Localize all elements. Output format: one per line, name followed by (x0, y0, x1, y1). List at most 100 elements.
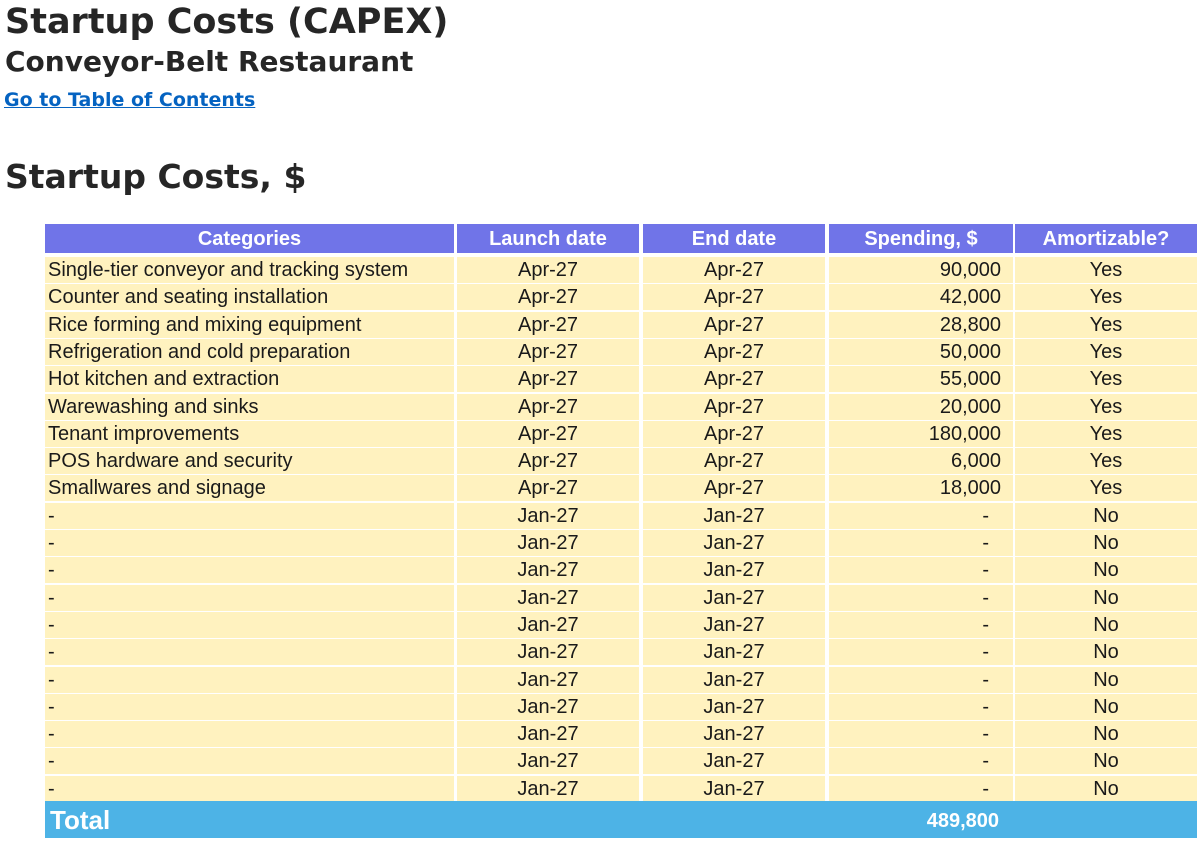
cell-category[interactable]: - (45, 557, 454, 584)
cell-amortizable[interactable]: No (1015, 502, 1197, 529)
cell-launch-date[interactable]: Jan-27 (457, 666, 639, 693)
cell-launch-date[interactable]: Jan-27 (457, 693, 639, 720)
cell-category[interactable]: - (45, 584, 454, 611)
cell-amortizable[interactable]: No (1015, 666, 1197, 693)
cell-end-date[interactable]: Jan-27 (643, 748, 825, 775)
cell-end-date[interactable]: Jan-27 (643, 530, 825, 556)
cell-end-date[interactable]: Jan-27 (643, 666, 825, 693)
cell-launch-date[interactable]: Apr-27 (457, 420, 639, 447)
cell-amortizable[interactable]: No (1015, 775, 1197, 802)
cell-category[interactable]: Smallwares and signage (45, 475, 454, 502)
cell-end-date[interactable]: Jan-27 (643, 721, 825, 748)
cell-launch-date[interactable]: Jan-27 (457, 611, 639, 638)
cell-amortizable[interactable]: Yes (1015, 420, 1197, 447)
cell-spending[interactable]: 20,000 (829, 393, 1013, 420)
cell-launch-date[interactable]: Jan-27 (457, 721, 639, 748)
cell-category[interactable]: Tenant improvements (45, 420, 454, 447)
cell-category[interactable]: Refrigeration and cold preparation (45, 338, 454, 365)
cell-end-date[interactable]: Jan-27 (643, 557, 825, 584)
cell-amortizable[interactable]: Yes (1015, 366, 1197, 393)
cell-amortizable[interactable]: No (1015, 748, 1197, 775)
cell-amortizable[interactable]: Yes (1015, 311, 1197, 338)
cell-end-date[interactable]: Apr-27 (643, 393, 825, 420)
cell-spending[interactable]: - (829, 639, 1013, 666)
cell-category[interactable]: - (45, 639, 454, 666)
cell-amortizable[interactable]: Yes (1015, 338, 1197, 365)
cell-launch-date[interactable]: Apr-27 (457, 393, 639, 420)
cell-launch-date[interactable]: Jan-27 (457, 748, 639, 775)
cell-amortizable[interactable]: No (1015, 557, 1197, 584)
cell-category[interactable]: Warewashing and sinks (45, 393, 454, 420)
cell-spending[interactable]: - (829, 557, 1013, 584)
cell-spending[interactable]: 180,000 (829, 420, 1013, 447)
cell-amortizable[interactable]: No (1015, 530, 1197, 556)
cell-amortizable[interactable]: No (1015, 639, 1197, 666)
cell-launch-date[interactable]: Apr-27 (457, 366, 639, 393)
cell-amortizable[interactable]: No (1015, 721, 1197, 748)
cell-launch-date[interactable]: Jan-27 (457, 639, 639, 666)
cell-category[interactable]: - (45, 666, 454, 693)
cell-end-date[interactable]: Apr-27 (643, 257, 825, 283)
cell-spending[interactable]: 28,800 (829, 311, 1013, 338)
cell-end-date[interactable]: Apr-27 (643, 311, 825, 338)
cell-launch-date[interactable]: Apr-27 (457, 257, 639, 283)
cell-launch-date[interactable]: Apr-27 (457, 448, 639, 475)
cell-launch-date[interactable]: Jan-27 (457, 502, 639, 529)
cell-amortizable[interactable]: No (1015, 611, 1197, 638)
cell-spending[interactable]: - (829, 748, 1013, 775)
cell-category[interactable]: POS hardware and security (45, 448, 454, 475)
table-of-contents-link[interactable]: Go to Table of Contents (4, 89, 256, 111)
cell-end-date[interactable]: Apr-27 (643, 420, 825, 447)
cell-launch-date[interactable]: Apr-27 (457, 475, 639, 502)
cell-spending[interactable]: - (829, 775, 1013, 802)
cell-category[interactable]: Counter and seating installation (45, 284, 454, 311)
cell-spending[interactable]: - (829, 611, 1013, 638)
cell-amortizable[interactable]: No (1015, 693, 1197, 720)
cell-category[interactable]: - (45, 775, 454, 802)
cell-category[interactable]: - (45, 748, 454, 775)
cell-spending[interactable]: 18,000 (829, 475, 1013, 502)
cell-end-date[interactable]: Apr-27 (643, 338, 825, 365)
cell-spending[interactable]: 50,000 (829, 338, 1013, 365)
cell-amortizable[interactable]: Yes (1015, 393, 1197, 420)
cell-spending[interactable]: - (829, 721, 1013, 748)
cell-spending[interactable]: 90,000 (829, 257, 1013, 283)
cell-end-date[interactable]: Apr-27 (643, 366, 825, 393)
cell-launch-date[interactable]: Apr-27 (457, 311, 639, 338)
cell-launch-date[interactable]: Jan-27 (457, 584, 639, 611)
cell-spending[interactable]: 6,000 (829, 448, 1013, 475)
cell-launch-date[interactable]: Apr-27 (457, 338, 639, 365)
cell-spending[interactable]: - (829, 530, 1013, 556)
cell-category[interactable]: Single-tier conveyor and tracking system (45, 257, 454, 283)
cell-amortizable[interactable]: Yes (1015, 284, 1197, 311)
cell-category[interactable]: - (45, 693, 454, 720)
cell-category[interactable]: - (45, 611, 454, 638)
cell-launch-date[interactable]: Apr-27 (457, 284, 639, 311)
cell-category[interactable]: - (45, 502, 454, 529)
cell-end-date[interactable]: Jan-27 (643, 775, 825, 802)
cell-end-date[interactable]: Jan-27 (643, 611, 825, 638)
cell-amortizable[interactable]: Yes (1015, 475, 1197, 502)
cell-spending[interactable]: - (829, 693, 1013, 720)
cell-spending[interactable]: 42,000 (829, 284, 1013, 311)
cell-amortizable[interactable]: Yes (1015, 257, 1197, 283)
cell-category[interactable]: - (45, 721, 454, 748)
cell-launch-date[interactable]: Jan-27 (457, 530, 639, 556)
cell-end-date[interactable]: Jan-27 (643, 693, 825, 720)
cell-end-date[interactable]: Jan-27 (643, 639, 825, 666)
cell-category[interactable]: - (45, 530, 454, 556)
cell-category[interactable]: Hot kitchen and extraction (45, 366, 454, 393)
cell-amortizable[interactable]: No (1015, 584, 1197, 611)
cell-spending[interactable]: - (829, 502, 1013, 529)
cell-end-date[interactable]: Apr-27 (643, 284, 825, 311)
cell-amortizable[interactable]: Yes (1015, 448, 1197, 475)
cell-end-date[interactable]: Apr-27 (643, 475, 825, 502)
cell-end-date[interactable]: Jan-27 (643, 584, 825, 611)
cell-spending[interactable]: 55,000 (829, 366, 1013, 393)
cell-launch-date[interactable]: Jan-27 (457, 557, 639, 584)
cell-spending[interactable]: - (829, 584, 1013, 611)
cell-category[interactable]: Rice forming and mixing equipment (45, 311, 454, 338)
cell-launch-date[interactable]: Jan-27 (457, 775, 639, 802)
cell-spending[interactable]: - (829, 666, 1013, 693)
cell-end-date[interactable]: Apr-27 (643, 448, 825, 475)
